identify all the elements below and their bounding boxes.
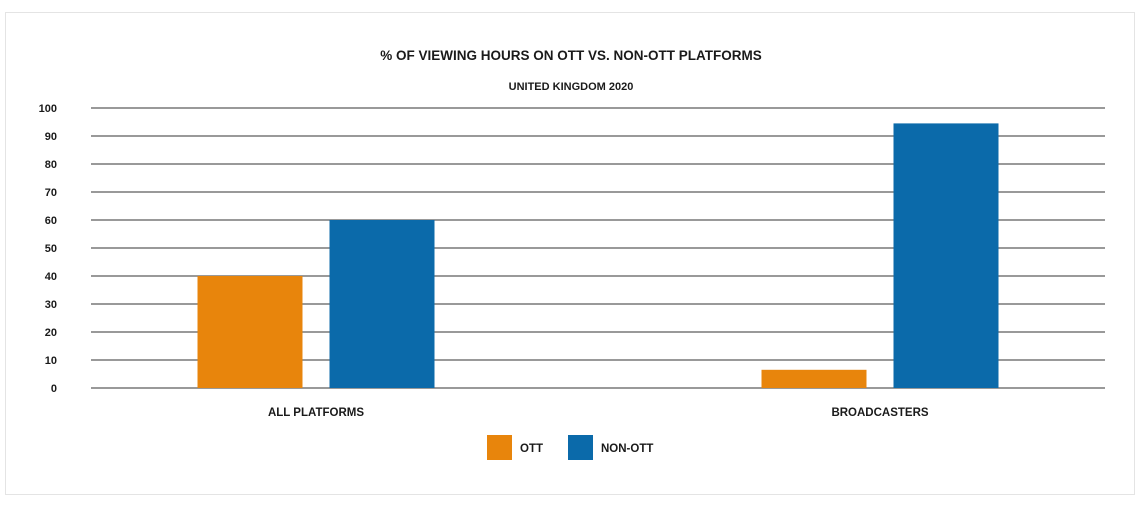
legend: OTT NON-OTT [487, 435, 653, 460]
y-tick-label: 20 [45, 327, 57, 339]
legend-swatch [487, 435, 512, 460]
y-tick-label: 80 [45, 159, 57, 171]
legend-label: NON-OTT [601, 443, 653, 455]
y-tick-label: 100 [39, 103, 57, 115]
bar-non-ott-0 [329, 220, 435, 388]
y-axis-ticks: 0 10 20 30 40 50 60 70 80 90 100 [39, 103, 57, 395]
bar-ott-1 [761, 369, 867, 388]
y-tick-label: 70 [45, 187, 57, 199]
chart-subtitle: UNITED KINGDOM 2020 [509, 81, 634, 93]
chart-title: % OF VIEWING HOURS ON OTT VS. NON-OTT PL… [380, 48, 762, 63]
bar-non-ott-1 [893, 123, 999, 389]
y-tick-label: 40 [45, 271, 57, 283]
bars [197, 123, 999, 389]
y-tick-label: 90 [45, 131, 57, 143]
y-tick-label: 10 [45, 355, 57, 367]
x-axis-categories: ALL PLATFORMS BROADCASTERS [268, 407, 929, 419]
y-tick-label: 30 [45, 299, 57, 311]
x-category-label: BROADCASTERS [831, 407, 928, 419]
legend-label: OTT [520, 443, 543, 455]
legend-swatch [568, 435, 593, 460]
y-tick-label: 0 [51, 383, 57, 395]
y-tick-label: 60 [45, 215, 57, 227]
bar-ott-0 [197, 276, 303, 388]
y-tick-label: 50 [45, 243, 57, 255]
x-category-label: ALL PLATFORMS [268, 407, 364, 419]
